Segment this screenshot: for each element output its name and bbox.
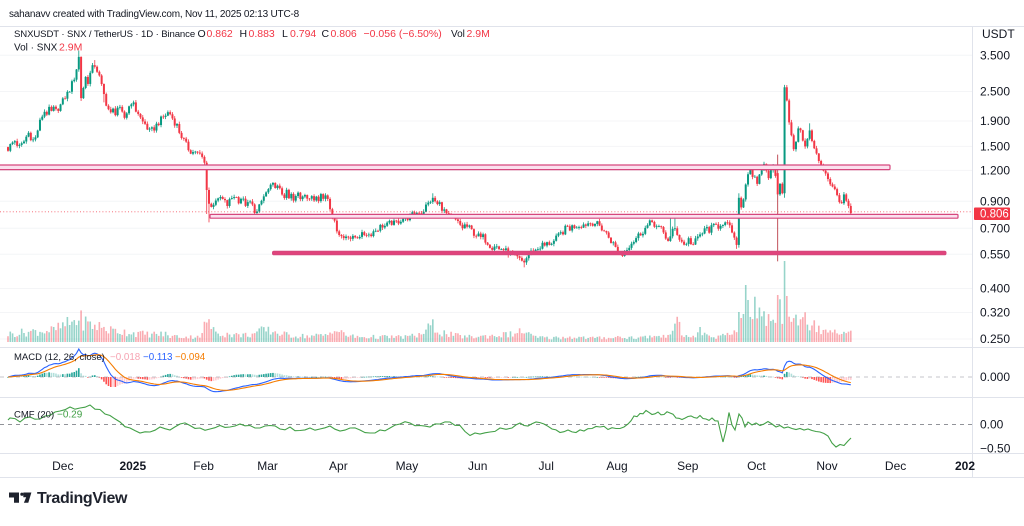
svg-text:0.862: 0.862 (207, 28, 233, 40)
svg-text:C: C (322, 28, 330, 40)
svg-text:Apr: Apr (329, 459, 348, 473)
svg-text:−0.056 (−6.50%): −0.056 (−6.50%) (364, 28, 442, 40)
svg-text:1.900: 1.900 (980, 114, 1010, 128)
svg-text:Feb: Feb (193, 459, 214, 473)
svg-text:0.806: 0.806 (980, 208, 1009, 220)
svg-text:Mar: Mar (257, 459, 278, 473)
svg-text:O: O (198, 28, 206, 40)
svg-text:sahanavv created with TradingV: sahanavv created with TradingView.com, N… (9, 9, 300, 20)
svg-text:May: May (396, 459, 419, 473)
svg-text:0.320: 0.320 (980, 306, 1010, 320)
svg-text:−0.50: −0.50 (980, 442, 1011, 456)
svg-text:0.250: 0.250 (980, 332, 1010, 346)
svg-text:2.500: 2.500 (980, 85, 1010, 99)
svg-text:1.200: 1.200 (980, 163, 1010, 177)
svg-text:0.000: 0.000 (980, 370, 1010, 384)
svg-text:−0.29: −0.29 (57, 410, 83, 421)
svg-text:MACD (12, 26, close): MACD (12, 26, close) (14, 352, 105, 363)
svg-text:0.00: 0.00 (980, 418, 1004, 432)
svg-text:3.500: 3.500 (980, 48, 1010, 62)
svg-text:0.900: 0.900 (980, 194, 1010, 208)
svg-text:Vol · SNX: Vol · SNX (14, 43, 58, 54)
svg-text:0.794: 0.794 (290, 28, 316, 40)
svg-text:202: 202 (955, 459, 975, 473)
svg-text:0.400: 0.400 (980, 282, 1010, 296)
svg-text:Jul: Jul (539, 459, 554, 473)
svg-text:0.883: 0.883 (249, 28, 275, 40)
svg-text:Dec: Dec (52, 459, 73, 473)
svg-text:Dec: Dec (885, 459, 906, 473)
svg-text:−0.018: −0.018 (110, 352, 141, 363)
svg-text:Oct: Oct (747, 459, 766, 473)
svg-text:2025: 2025 (119, 459, 146, 473)
svg-text:CMF (20): CMF (20) (14, 410, 54, 421)
svg-text:USDT: USDT (982, 27, 1015, 41)
svg-text:TradingView: TradingView (37, 490, 128, 507)
svg-text:Nov: Nov (816, 459, 837, 473)
svg-text:Jun: Jun (468, 459, 487, 473)
svg-text:Aug: Aug (606, 459, 627, 473)
svg-text:0.806: 0.806 (331, 28, 357, 40)
svg-text:0.550: 0.550 (980, 247, 1010, 261)
svg-text:0.700: 0.700 (980, 221, 1010, 235)
svg-text:Sep: Sep (677, 459, 699, 473)
svg-text:H: H (240, 28, 248, 40)
svg-text:Vol: Vol (451, 29, 465, 40)
svg-text:−0.094: −0.094 (175, 352, 206, 363)
svg-text:2.9M: 2.9M (59, 42, 82, 54)
svg-text:SNXUSDT · SNX / TetherUS · 1D: SNXUSDT · SNX / TetherUS · 1D · Binance (14, 29, 195, 40)
svg-text:−0.113: −0.113 (143, 352, 173, 363)
svg-text:1.500: 1.500 (980, 139, 1010, 153)
svg-text:2.9M: 2.9M (467, 28, 490, 40)
svg-text:L: L (282, 28, 288, 40)
